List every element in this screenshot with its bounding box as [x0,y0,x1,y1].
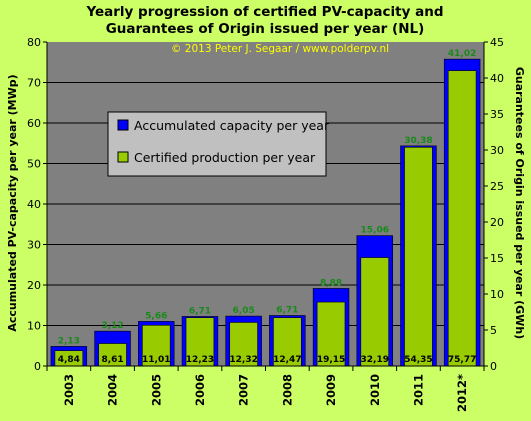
data-label-production: 6,71 [276,305,298,315]
data-label-capacity: 8,61 [101,355,123,365]
y-right-tick-label: 25 [490,180,504,193]
y-right-tick-label: 5 [490,324,497,337]
x-tick-label: 2012* [455,374,469,412]
data-label-capacity: 11,01 [142,355,170,365]
y-axis-left-title: Accumulated PV-capacity per year (MWp) [6,74,19,331]
bar-production [404,146,433,367]
axes: 0 10 20 30 40 50 60 70 80 0 5 10 15 20 25 30 35 40 45 2003 2… [27,36,504,412]
x-tick-label: 2011 [411,374,425,406]
y-right-tick-label: 45 [490,36,504,49]
data-label-production: 3,12 [101,321,123,331]
x-tick-label: 2003 [62,374,76,406]
bar-production [447,70,477,367]
x-tick-label: 2007 [237,374,251,406]
data-label-production: 41,02 [448,49,476,59]
x-tick-label: 2010 [368,374,382,406]
data-label-capacity: 75,77 [448,355,476,365]
bar-production [273,317,302,367]
data-label-capacity: 12,32 [229,355,257,365]
data-label-capacity: 12,23 [186,355,214,365]
x-tick-label: 2006 [193,374,207,406]
chart-title-line-2: Guarantees of Origin issued per year (NL… [106,21,425,37]
data-label-capacity: 4,84 [58,355,80,365]
data-label-production: 6,05 [233,306,255,316]
y-left-tick-label: 50 [27,158,41,171]
y-left-tick-label: 30 [27,239,41,252]
x-tick-label: 2008 [280,374,294,406]
data-label-capacity: 32,19 [361,355,389,365]
chart-title-line-1: Yearly progression of certified PV-capac… [85,4,443,20]
data-label-capacity: 19,15 [317,355,345,365]
bars [50,58,481,367]
y-left-tick-label: 80 [27,36,41,49]
y-axis-right-title: Guarantees of Origin issued per year (GW… [513,67,526,339]
bar-production [229,322,258,367]
y-right-tick-label: 10 [490,288,504,301]
legend: Accumulated capacity per year Certified … [107,111,330,177]
y-left-tick-label: 70 [27,77,41,90]
y-left-tick-label: 20 [27,279,41,292]
copyright-note: © 2013 Peter J. Segaar / www.polderpv.nl [171,43,389,55]
legend-label-capacity: Accumulated capacity per year [134,118,330,133]
data-label-production: 5,66 [145,311,167,321]
y-right-tick-label: 40 [490,72,504,85]
y-right-tick-label: 15 [490,252,504,265]
data-label-capacity: 12,47 [273,355,301,365]
y-right-tick-label: 0 [490,360,497,373]
legend-label-production: Certified production per year [134,150,316,165]
x-tick-label: 2005 [149,374,163,406]
y-right-tick-label: 35 [490,108,504,121]
x-tick-label: 2009 [324,374,338,406]
legend-swatch-production [117,151,129,163]
data-label-production: 30,38 [404,136,432,146]
y-right-tick-label: 20 [490,216,504,229]
legend-swatch-capacity [117,119,129,131]
data-label-production: 15,06 [361,226,389,236]
y-left-tick-label: 0 [34,360,41,373]
x-tick-label: 2004 [106,374,120,406]
y-left-tick-label: 60 [27,117,41,130]
data-label-production: 8,88 [320,278,342,288]
y-left-tick-label: 10 [27,320,41,333]
data-label-production: 2,13 [58,336,80,346]
bar-production [316,301,346,367]
y-left-tick-label: 40 [27,198,41,211]
data-labels: 4,84 2,13 8,61 3,12 11,01 5,66 12,23 6,71 12,32 6… [58,49,477,365]
y-right-tick-label: 30 [490,144,504,157]
bar-production [360,257,389,367]
legend-box [107,111,327,177]
data-label-production: 6,71 [189,306,211,316]
bar-production [142,324,171,367]
data-label-capacity: 54,35 [404,355,432,365]
